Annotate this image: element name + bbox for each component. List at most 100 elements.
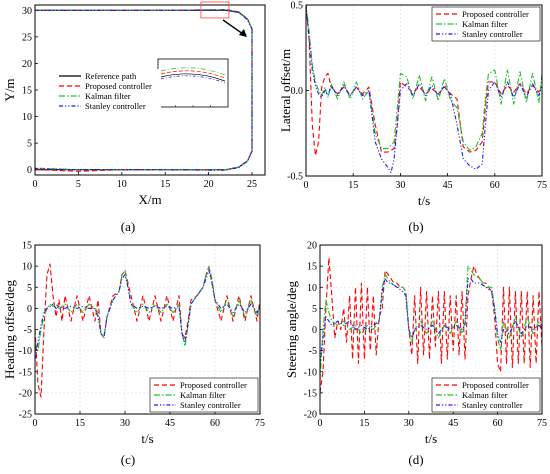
x-tick-label: 0 [304,180,309,191]
y-tick-label: -15 [19,367,32,378]
y-tick-label: 20 [22,59,32,70]
x-tick-label: 20 [204,179,214,190]
plot-frame [319,244,543,415]
y-tick-label: -0.5 [287,172,303,183]
legend-label: Kalman filter [462,390,508,400]
x-tick-label: 45 [165,418,175,429]
x-tick-label: 60 [493,418,503,429]
y-axis-label: Steering angle/deg [284,280,299,378]
legend-label: Proposed controller [462,380,529,390]
series-proposed-controller [320,257,542,393]
y-tick-label: 0.0 [291,86,304,97]
zoom-box [200,1,230,19]
legend-label: Proposed controller [180,380,247,390]
x-tick-label: 10 [117,179,127,190]
y-tick-label: 15 [22,86,32,97]
series-group [35,8,253,172]
x-tick-label: 45 [443,180,453,191]
x-tick-label: 75 [537,180,547,191]
zoom-arrow [222,19,244,35]
series-stanley-controller [35,9,253,171]
y-tick-label: -20 [19,388,32,399]
series-group [320,257,542,393]
x-tick-label: 30 [404,418,414,429]
x-tick-label: 0 [33,179,38,190]
y-axis-label: Y/m [2,78,17,101]
y-tick-label: 0 [27,165,32,176]
series-kalman-filter [320,265,542,381]
inset-curve [160,75,226,84]
y-tick-label: -5 [24,325,32,336]
y-tick-label: 0 [27,304,32,315]
series-group [35,263,260,398]
panel-b: 0 15 30 45 60 75 -0.5 0.0 0.5 Proposed controller… [278,1,547,235]
y-axis-label: Heading offset/deg [2,279,17,379]
inset-curve [160,67,226,76]
legend-label: Kalman filter [85,91,131,101]
plot-frame [34,4,266,176]
y-tick-label: -20 [304,410,317,421]
x-axis-label: t/s [141,431,153,446]
inset-curves [160,67,226,84]
y-tick-label: 10 [22,262,32,273]
x-tick-label: 45 [448,418,458,429]
x-tick-label: 15 [348,180,358,191]
x-tick-label: 60 [210,418,220,429]
panel-c: 0 15 30 45 60 75 -25 -20 -15 -10 -5 0 5 10 15 Proposed … [2,241,265,468]
panel-label: (c) [121,452,135,467]
legend-label: Kalman filter [180,390,226,400]
x-tick-label: 75 [537,418,547,429]
y-tick-label: 20 [307,241,317,252]
x-axis-label: t/s [418,193,430,208]
y-tick-label: -10 [19,346,32,357]
legend-label: Stanley controller [462,29,523,39]
x-tick-label: 60 [490,180,500,191]
series-stanley-controller [35,269,260,360]
y-tick-label: 25 [22,32,32,43]
legend-label: Stanley controller [85,101,146,111]
x-tick-label: 30 [120,418,130,429]
panel-d: 0 15 30 45 60 75 -20 -15 -10 -5 0 5 10 15 20 Proposed c… [284,241,547,468]
inset-curve [160,73,226,82]
legend-label: Kalman filter [462,19,508,29]
series-kalman-filter [35,265,260,352]
legend-label: Proposed controller [462,9,529,19]
y-tick-label: 15 [307,262,317,273]
x-tick-label: 0 [33,418,38,429]
x-tick-label: 0 [318,418,323,429]
y-tick-label: 15 [22,241,32,252]
plot-frame [34,244,261,415]
y-tick-label: -25 [19,410,32,421]
y-tick-label: 0.5 [291,1,304,12]
y-tick-label: 0 [312,325,317,336]
y-tick-label: -15 [304,388,317,399]
series-group [306,5,542,174]
x-axis-label: X/m [138,192,161,207]
x-tick-label: 75 [255,418,265,429]
inset-frame [157,58,229,108]
x-tick-label: 5 [76,179,81,190]
x-tick-label: 25 [247,179,257,190]
inset-curve [160,70,226,79]
series-stanley-controller [306,5,542,174]
panel-label: (d) [408,452,423,467]
y-tick-label: -5 [309,346,317,357]
y-tick-label: 30 [22,6,32,17]
series-stanley-controller [320,278,542,364]
zoom-arrow-head [238,28,247,37]
y-tick-label: 10 [307,283,317,294]
y-tick-label: 10 [22,112,32,123]
y-tick-label: 5 [312,304,317,315]
legend-label: Reference path [85,71,137,81]
y-axis-label: Lateral offset/m [278,49,293,132]
x-tick-label: 15 [359,418,369,429]
panel-label: (a) [121,219,135,234]
legend-label: Stanley controller [180,400,241,410]
x-tick-label: 30 [395,180,405,191]
x-tick-label: 15 [160,179,170,190]
legend-label: Stanley controller [462,400,523,410]
y-tick-label: 5 [27,283,32,294]
legend-label: Proposed controller [85,81,152,91]
